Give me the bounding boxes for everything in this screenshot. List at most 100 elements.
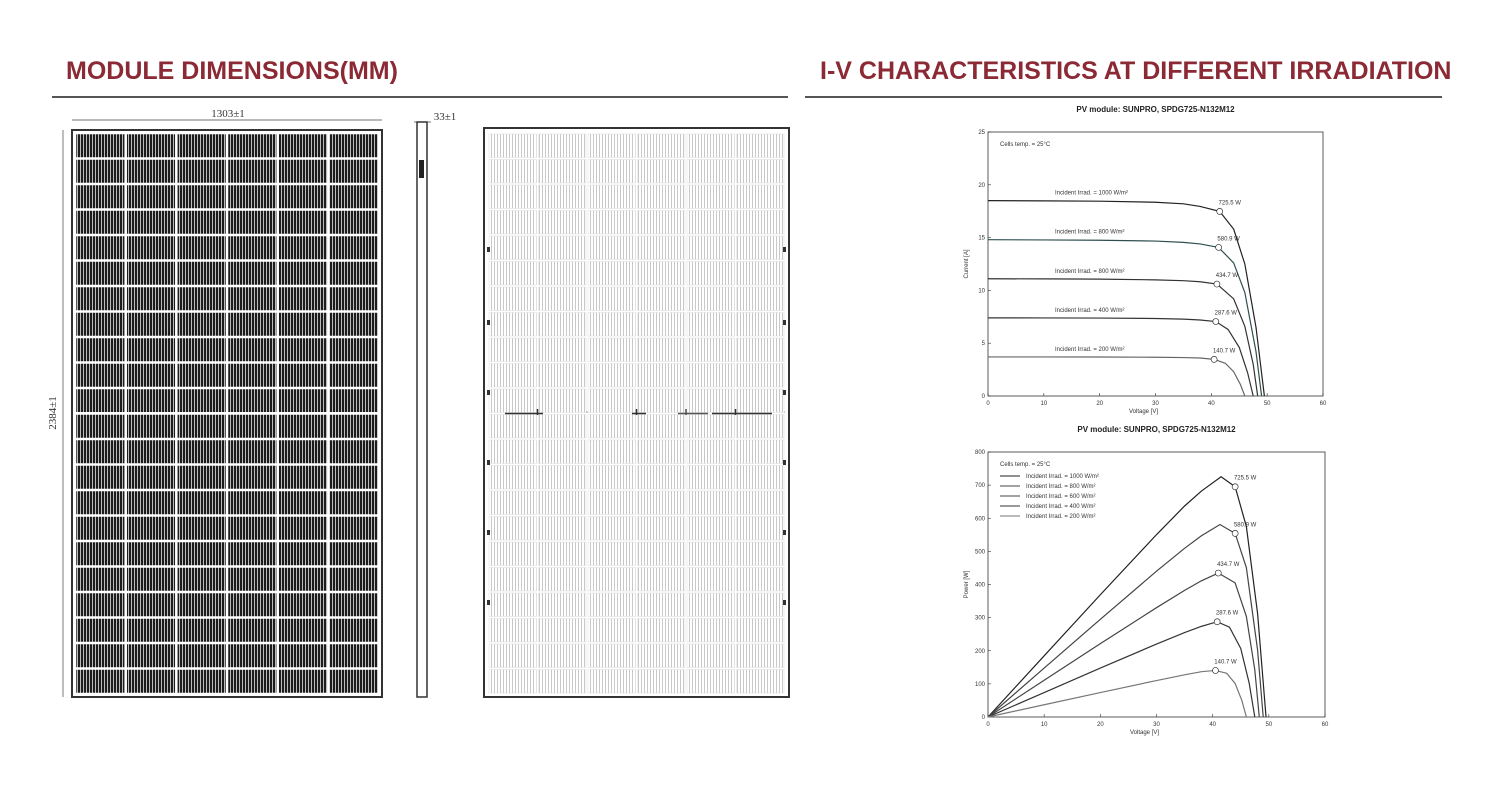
cell <box>177 465 227 490</box>
cell <box>637 618 686 643</box>
cell <box>126 490 176 515</box>
cell <box>278 490 328 515</box>
cell <box>177 592 227 617</box>
annotation: Cells temp. = 25°C <box>1000 462 1051 468</box>
y-tick-label: 600 <box>975 516 986 522</box>
cell <box>329 567 379 592</box>
cell <box>637 184 686 209</box>
cell <box>637 439 686 464</box>
cell <box>126 388 176 413</box>
dimension-label: 1303±1 <box>211 108 245 120</box>
cell <box>736 439 785 464</box>
cell <box>488 490 537 515</box>
cell <box>587 592 636 617</box>
x-axis-label: Voltage [V] <box>1130 730 1159 736</box>
series-line <box>987 572 1260 718</box>
cell <box>488 133 537 158</box>
cell <box>538 490 587 515</box>
cell <box>126 414 176 439</box>
cell <box>587 133 636 158</box>
cell <box>488 235 537 260</box>
cell <box>538 669 587 694</box>
peak-marker <box>1213 280 1221 288</box>
cell <box>126 210 176 235</box>
cell <box>278 643 328 668</box>
cell <box>227 363 277 388</box>
series-line <box>987 523 1264 718</box>
cell <box>637 133 686 158</box>
cell <box>736 286 785 311</box>
x-tick-label: 20 <box>1097 722 1104 728</box>
x-tick-label: 50 <box>1265 722 1272 728</box>
series-line <box>987 278 1259 397</box>
legend-label: Incident Irrad. = 1000 W/m² <box>1055 191 1128 197</box>
cell <box>329 133 379 158</box>
cell <box>538 235 587 260</box>
cell <box>538 337 587 362</box>
cell <box>488 210 537 235</box>
legend-label: Incident Irrad. = 1000 W/m² <box>1026 474 1099 480</box>
cell <box>488 337 537 362</box>
cell <box>736 414 785 439</box>
x-tick-label: 20 <box>1096 401 1103 407</box>
cell <box>686 643 735 668</box>
cell <box>75 592 125 617</box>
mount-hole <box>783 320 786 325</box>
cell <box>736 490 785 515</box>
peak-label: 725.5 W <box>1234 476 1257 482</box>
cell <box>538 388 587 413</box>
cell <box>736 159 785 184</box>
cell <box>736 465 785 490</box>
cell <box>538 184 587 209</box>
cell <box>686 541 735 566</box>
cell <box>736 184 785 209</box>
peak-label: 725.5 W <box>1219 200 1242 206</box>
cell <box>227 618 277 643</box>
cell <box>75 439 125 464</box>
cell <box>686 567 735 592</box>
cell <box>587 337 636 362</box>
cell <box>278 235 328 260</box>
cell <box>488 159 537 184</box>
cell <box>637 516 686 541</box>
cell <box>126 465 176 490</box>
cell <box>75 337 125 362</box>
cell <box>75 541 125 566</box>
cell <box>278 541 328 566</box>
legend-label: Incident Irrad. = 400 W/m² <box>1055 308 1125 314</box>
cell <box>227 388 277 413</box>
cell <box>75 261 125 286</box>
cell <box>329 210 379 235</box>
cell <box>75 363 125 388</box>
side-label <box>419 160 424 178</box>
cell <box>126 643 176 668</box>
peak-label: 580.9 W <box>1234 522 1257 528</box>
cell <box>736 618 785 643</box>
chart-title: PV module: SUNPRO, SPDG725-N132M12 <box>1076 105 1235 114</box>
peak-label: 434.7 W <box>1217 562 1240 568</box>
cell <box>736 363 785 388</box>
cell <box>227 312 277 337</box>
cell <box>686 261 735 286</box>
cell <box>177 159 227 184</box>
cell <box>686 235 735 260</box>
cell <box>278 286 328 311</box>
cell <box>587 643 636 668</box>
cell <box>538 363 587 388</box>
cell <box>278 669 328 694</box>
cell <box>488 414 537 439</box>
x-tick-label: 40 <box>1209 722 1216 728</box>
mount-hole <box>783 460 786 465</box>
mount-hole <box>487 320 490 325</box>
cell <box>538 643 587 668</box>
cell <box>736 235 785 260</box>
cell <box>637 337 686 362</box>
cell <box>488 286 537 311</box>
x-axis-label: Voltage [V] <box>1129 409 1158 415</box>
cell <box>587 490 636 515</box>
cell <box>736 592 785 617</box>
cell <box>177 337 227 362</box>
cell <box>126 541 176 566</box>
cell <box>278 184 328 209</box>
cell <box>637 490 686 515</box>
